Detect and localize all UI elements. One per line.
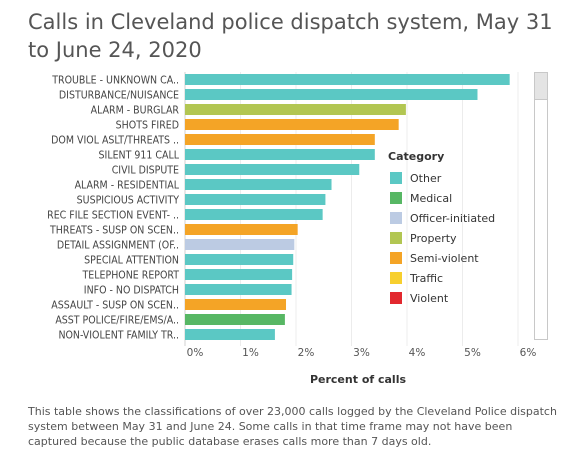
chart-title: Calls in Cleveland police dispatch syste… xyxy=(28,10,553,62)
legend-swatch xyxy=(390,272,402,284)
bar[interactable] xyxy=(185,194,326,205)
x-tick-label: 6% xyxy=(520,347,537,359)
x-tick-label: 2% xyxy=(298,347,315,359)
bar[interactable] xyxy=(185,134,375,145)
legend-item[interactable]: Semi-violent xyxy=(388,248,528,268)
bar[interactable] xyxy=(185,269,293,280)
category-labels: TROUBLE - UNKNOWN CA.. DISTURBANCE/NUISAN… xyxy=(47,75,180,342)
bar[interactable] xyxy=(185,74,510,85)
bar[interactable] xyxy=(185,119,399,130)
bar[interactable] xyxy=(185,164,360,175)
legend-item[interactable]: Violent xyxy=(388,288,528,308)
legend-swatch xyxy=(390,252,402,264)
legend-swatch xyxy=(390,232,402,244)
x-tick-labels: 0% 1% 2% 3% 4% 5% 6% xyxy=(187,347,537,359)
bar[interactable] xyxy=(185,314,285,325)
x-tick-label: 3% xyxy=(353,347,370,359)
x-tick-label: 0% xyxy=(187,347,204,359)
legend-label: Medical xyxy=(410,191,453,205)
category-label: CIVIL DISPUTE xyxy=(112,165,179,177)
legend-label: Semi-violent xyxy=(410,251,479,265)
legend-item[interactable]: Property xyxy=(388,228,528,248)
category-label: ALARM - BURGLAR xyxy=(91,105,180,117)
bar[interactable] xyxy=(185,179,332,190)
category-label: ASSAULT - SUSP ON SCEN.. xyxy=(51,300,179,312)
category-label: SHOTS FIRED xyxy=(116,120,179,132)
category-label: REC FILE SECTION EVENT- .. xyxy=(47,210,179,222)
category-label: TELEPHONE REPORT xyxy=(82,270,180,282)
category-label: DOM VIOL ASLT/THREATS .. xyxy=(51,135,179,147)
scrollbar-thumb[interactable] xyxy=(535,73,547,100)
legend-label: Property xyxy=(410,231,457,245)
category-label: SILENT 911 CALL xyxy=(99,150,180,162)
chart-caption: This table shows the classifications of … xyxy=(28,405,557,448)
x-tick-label: 1% xyxy=(242,347,259,359)
bar[interactable] xyxy=(185,329,275,340)
bar[interactable] xyxy=(185,299,287,310)
bars xyxy=(185,74,510,340)
category-label: NON-VIOLENT FAMILY TR.. xyxy=(58,330,179,342)
legend-swatch xyxy=(390,192,402,204)
x-axis-title: Percent of calls xyxy=(310,373,407,386)
legend[interactable]: Category Other Medical Officer-initiated Pr… xyxy=(388,150,528,308)
category-label: SPECIAL ATTENTION xyxy=(84,255,179,267)
legend-title: Category xyxy=(388,150,445,163)
bar[interactable] xyxy=(185,284,292,295)
legend-item[interactable]: Traffic xyxy=(388,268,528,288)
bar[interactable] xyxy=(185,209,323,220)
x-tick-label: 5% xyxy=(464,347,481,359)
bar-chart: TROUBLE - UNKNOWN CA.. DISTURBANCE/NUISAN… xyxy=(47,72,537,386)
legend-item[interactable]: Medical xyxy=(388,188,528,208)
category-label: ASST POLICE/FIRE/EMS/A.. xyxy=(55,315,179,327)
category-label: ALARM - RESIDENTIAL xyxy=(75,180,180,192)
bar[interactable] xyxy=(185,149,375,160)
legend-swatch xyxy=(390,172,402,184)
category-label: TROUBLE - UNKNOWN CA.. xyxy=(51,75,179,87)
category-label: INFO - NO DISPATCH xyxy=(84,285,179,297)
bar[interactable] xyxy=(185,104,406,115)
legend-item[interactable]: Officer-initiated xyxy=(388,208,528,228)
legend-items: Other Medical Officer-initiated Property Sem… xyxy=(388,168,528,308)
category-label: DETAIL ASSIGNMENT (OF.. xyxy=(57,240,179,252)
legend-swatch xyxy=(390,292,402,304)
category-label: DISTURBANCE/NUISANCE xyxy=(59,90,179,102)
category-label: SUSPICIOUS ACTIVITY xyxy=(77,195,180,207)
legend-label: Violent xyxy=(410,291,449,305)
chart-scrollbar[interactable] xyxy=(534,72,548,340)
bar[interactable] xyxy=(185,254,294,265)
bar[interactable] xyxy=(185,224,298,235)
category-label: THREATS - SUSP ON SCEN.. xyxy=(49,225,179,237)
legend-label: Other xyxy=(410,171,442,185)
bar[interactable] xyxy=(185,239,295,250)
legend-label: Officer-initiated xyxy=(410,211,496,225)
legend-swatch xyxy=(390,212,402,224)
legend-item[interactable]: Other xyxy=(388,168,528,188)
x-tick-label: 4% xyxy=(409,347,426,359)
bar[interactable] xyxy=(185,89,478,100)
legend-label: Traffic xyxy=(410,271,444,285)
